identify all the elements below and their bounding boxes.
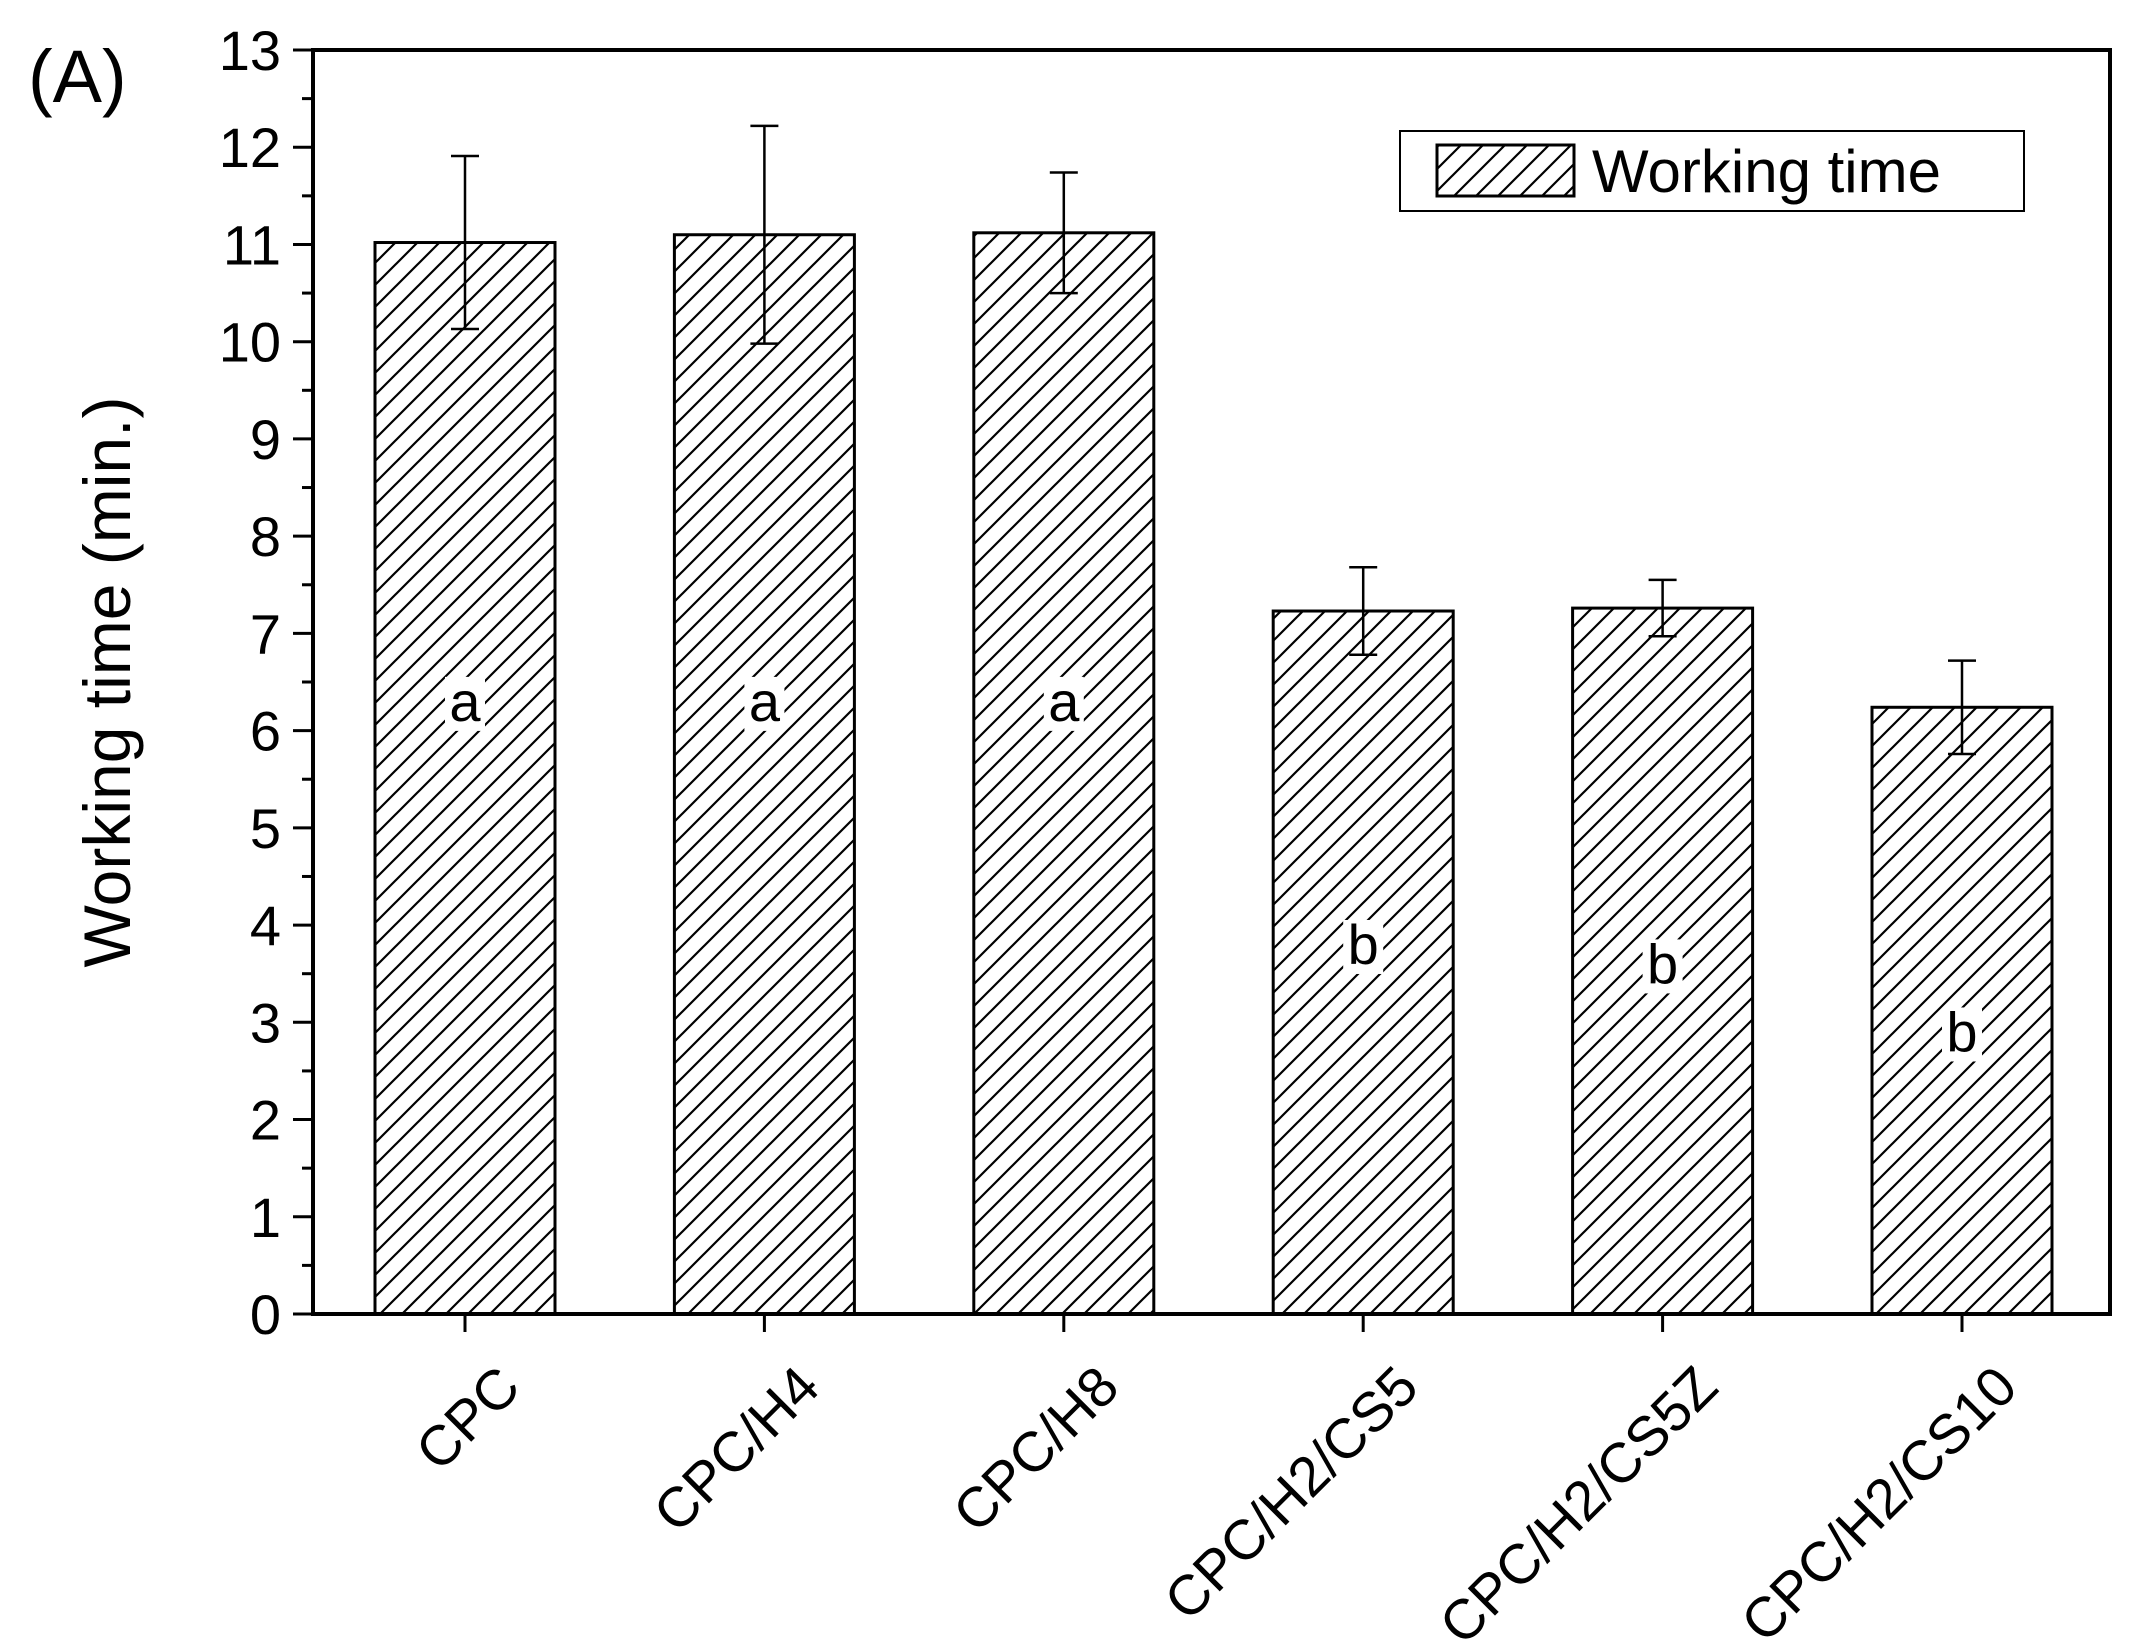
y-tick-label: 9 [250,408,281,471]
sig-label-backdrop [445,676,485,731]
bar-1 [373,241,557,1316]
y-tick-label: 12 [219,116,281,179]
sig-label-backdrop [744,676,785,731]
error-bars-group [451,124,1976,756]
y-tick-label: 7 [250,602,281,665]
y-tick-label: 10 [219,311,281,374]
sig-label-backdrop [1642,939,1683,994]
error-bar-5 [1648,578,1677,638]
y-axis-title: Working time (min.) [70,397,144,968]
y-tick-label: 13 [219,19,281,82]
y-tick-label: 5 [250,797,281,860]
sig-label-backdrop [1043,676,1084,731]
legend-swatch [1435,143,1576,198]
y-tick-label: 8 [250,505,281,568]
error-bar-6 [1948,659,1976,756]
error-bar-3 [1049,171,1078,295]
significance-label-6: b [1946,1000,1977,1063]
x-tick-label: CPC/H4 [641,1354,831,1544]
x-tick-label: CPC/H2/CS5 [1152,1354,1430,1632]
x-tick-label: CPC [403,1354,531,1482]
y-tick-label: 11 [223,213,281,276]
sig-label-backdrop [1942,1007,1982,1062]
error-bar-4 [1349,566,1378,657]
plot-frame [311,48,2112,1316]
y-tick-label: 0 [250,1283,281,1346]
y-tick-label: 2 [250,1089,281,1152]
y-tick-label: 4 [250,894,281,957]
legend-label: Working time [1592,138,1941,205]
panel-label: (A) [28,35,127,118]
significance-label-3: a [1048,670,1080,733]
bars-group [373,231,2054,1316]
error-bar-2 [750,124,779,345]
x-tick-label: CPC/H2/CS5Z [1427,1354,1729,1651]
significance-label-2: a [749,670,781,733]
significance-label-5: b [1647,932,1678,995]
y-tick-label: 3 [250,991,281,1054]
significance-label-4: b [1348,913,1379,976]
significance-labels-group: a a a b b b [445,670,1982,1063]
y-tick-label: 1 [250,1186,281,1249]
bar-3 [972,231,1156,1316]
bar-2 [672,233,856,1316]
sig-label-backdrop [1343,919,1384,974]
y-tick-label: 6 [250,700,281,763]
significance-label-1: a [449,670,481,733]
legend: Working time [1399,130,2025,212]
x-tick-label: CPC/H8 [941,1354,1131,1544]
error-bar-1 [451,154,479,331]
x-tick-label: CPC/H2/CS10 [1729,1354,2029,1651]
